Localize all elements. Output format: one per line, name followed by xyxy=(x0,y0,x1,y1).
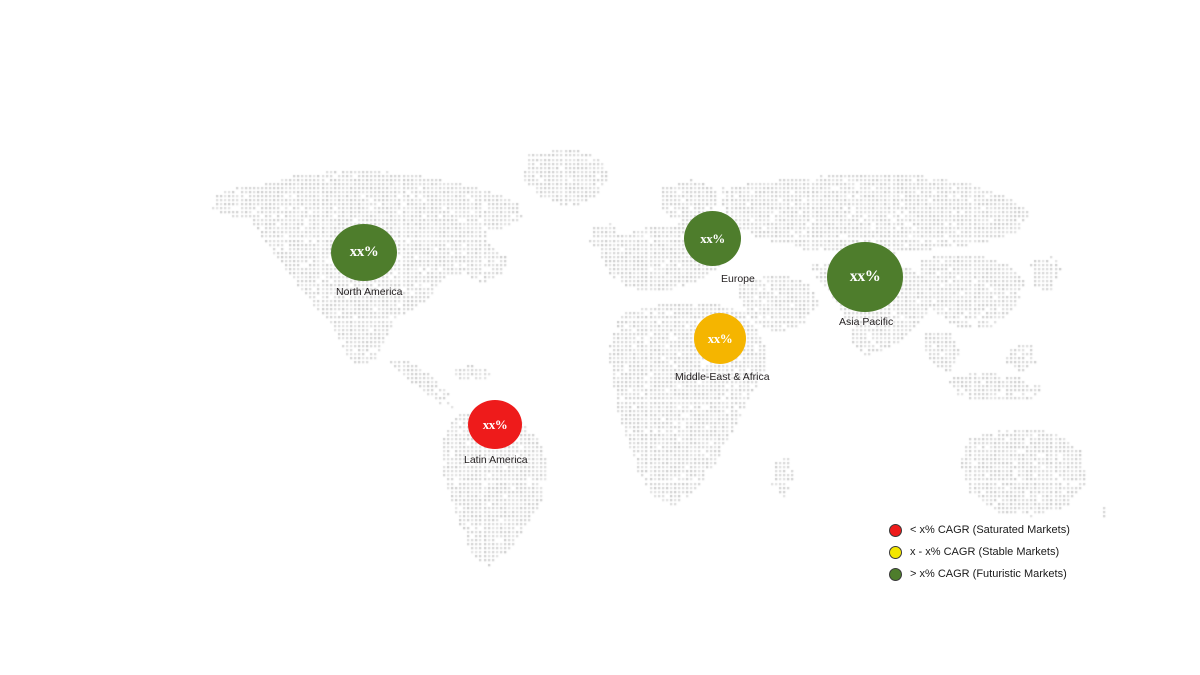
legend-dot-yellow xyxy=(889,545,902,559)
region-bubble-north-america[interactable]: xx% xyxy=(331,224,397,281)
region-label-north-america: North America xyxy=(336,286,403,298)
legend-item-futuristic: > x% CAGR (Futuristic Markets) xyxy=(889,563,1139,585)
legend-item-stable: x - x% CAGR (Stable Markets) xyxy=(889,541,1139,563)
region-value-europe: xx% xyxy=(700,231,725,246)
region-value-asia-pacific: xx% xyxy=(849,268,881,285)
region-value-latin-america: xx% xyxy=(482,417,508,432)
legend-label-futuristic: > x% CAGR (Futuristic Markets) xyxy=(910,568,1067,580)
region-label-latin-america: Latin America xyxy=(464,454,528,466)
region-label-europe: Europe xyxy=(721,273,755,285)
region-bubble-asia-pacific[interactable]: xx% xyxy=(827,242,903,312)
legend-dot-red xyxy=(889,523,902,537)
legend: < x% CAGR (Saturated Markets) x - x% CAG… xyxy=(889,519,1139,585)
region-bubble-latin-america[interactable]: xx% xyxy=(468,400,522,449)
region-label-asia-pacific: Asia Pacific xyxy=(839,316,894,328)
legend-item-saturated: < x% CAGR (Saturated Markets) xyxy=(889,519,1139,541)
region-label-middle-east-africa: Middle-East & Africa xyxy=(675,371,770,383)
legend-label-saturated: < x% CAGR (Saturated Markets) xyxy=(910,524,1070,536)
region-bubble-europe[interactable]: xx% xyxy=(684,211,741,266)
region-value-north-america: xx% xyxy=(349,244,379,260)
legend-dot-green xyxy=(889,567,902,581)
region-bubble-middle-east-africa[interactable]: xx% xyxy=(694,313,746,364)
legend-label-stable: x - x% CAGR (Stable Markets) xyxy=(910,546,1060,558)
region-value-middle-east-africa: xx% xyxy=(707,331,733,346)
